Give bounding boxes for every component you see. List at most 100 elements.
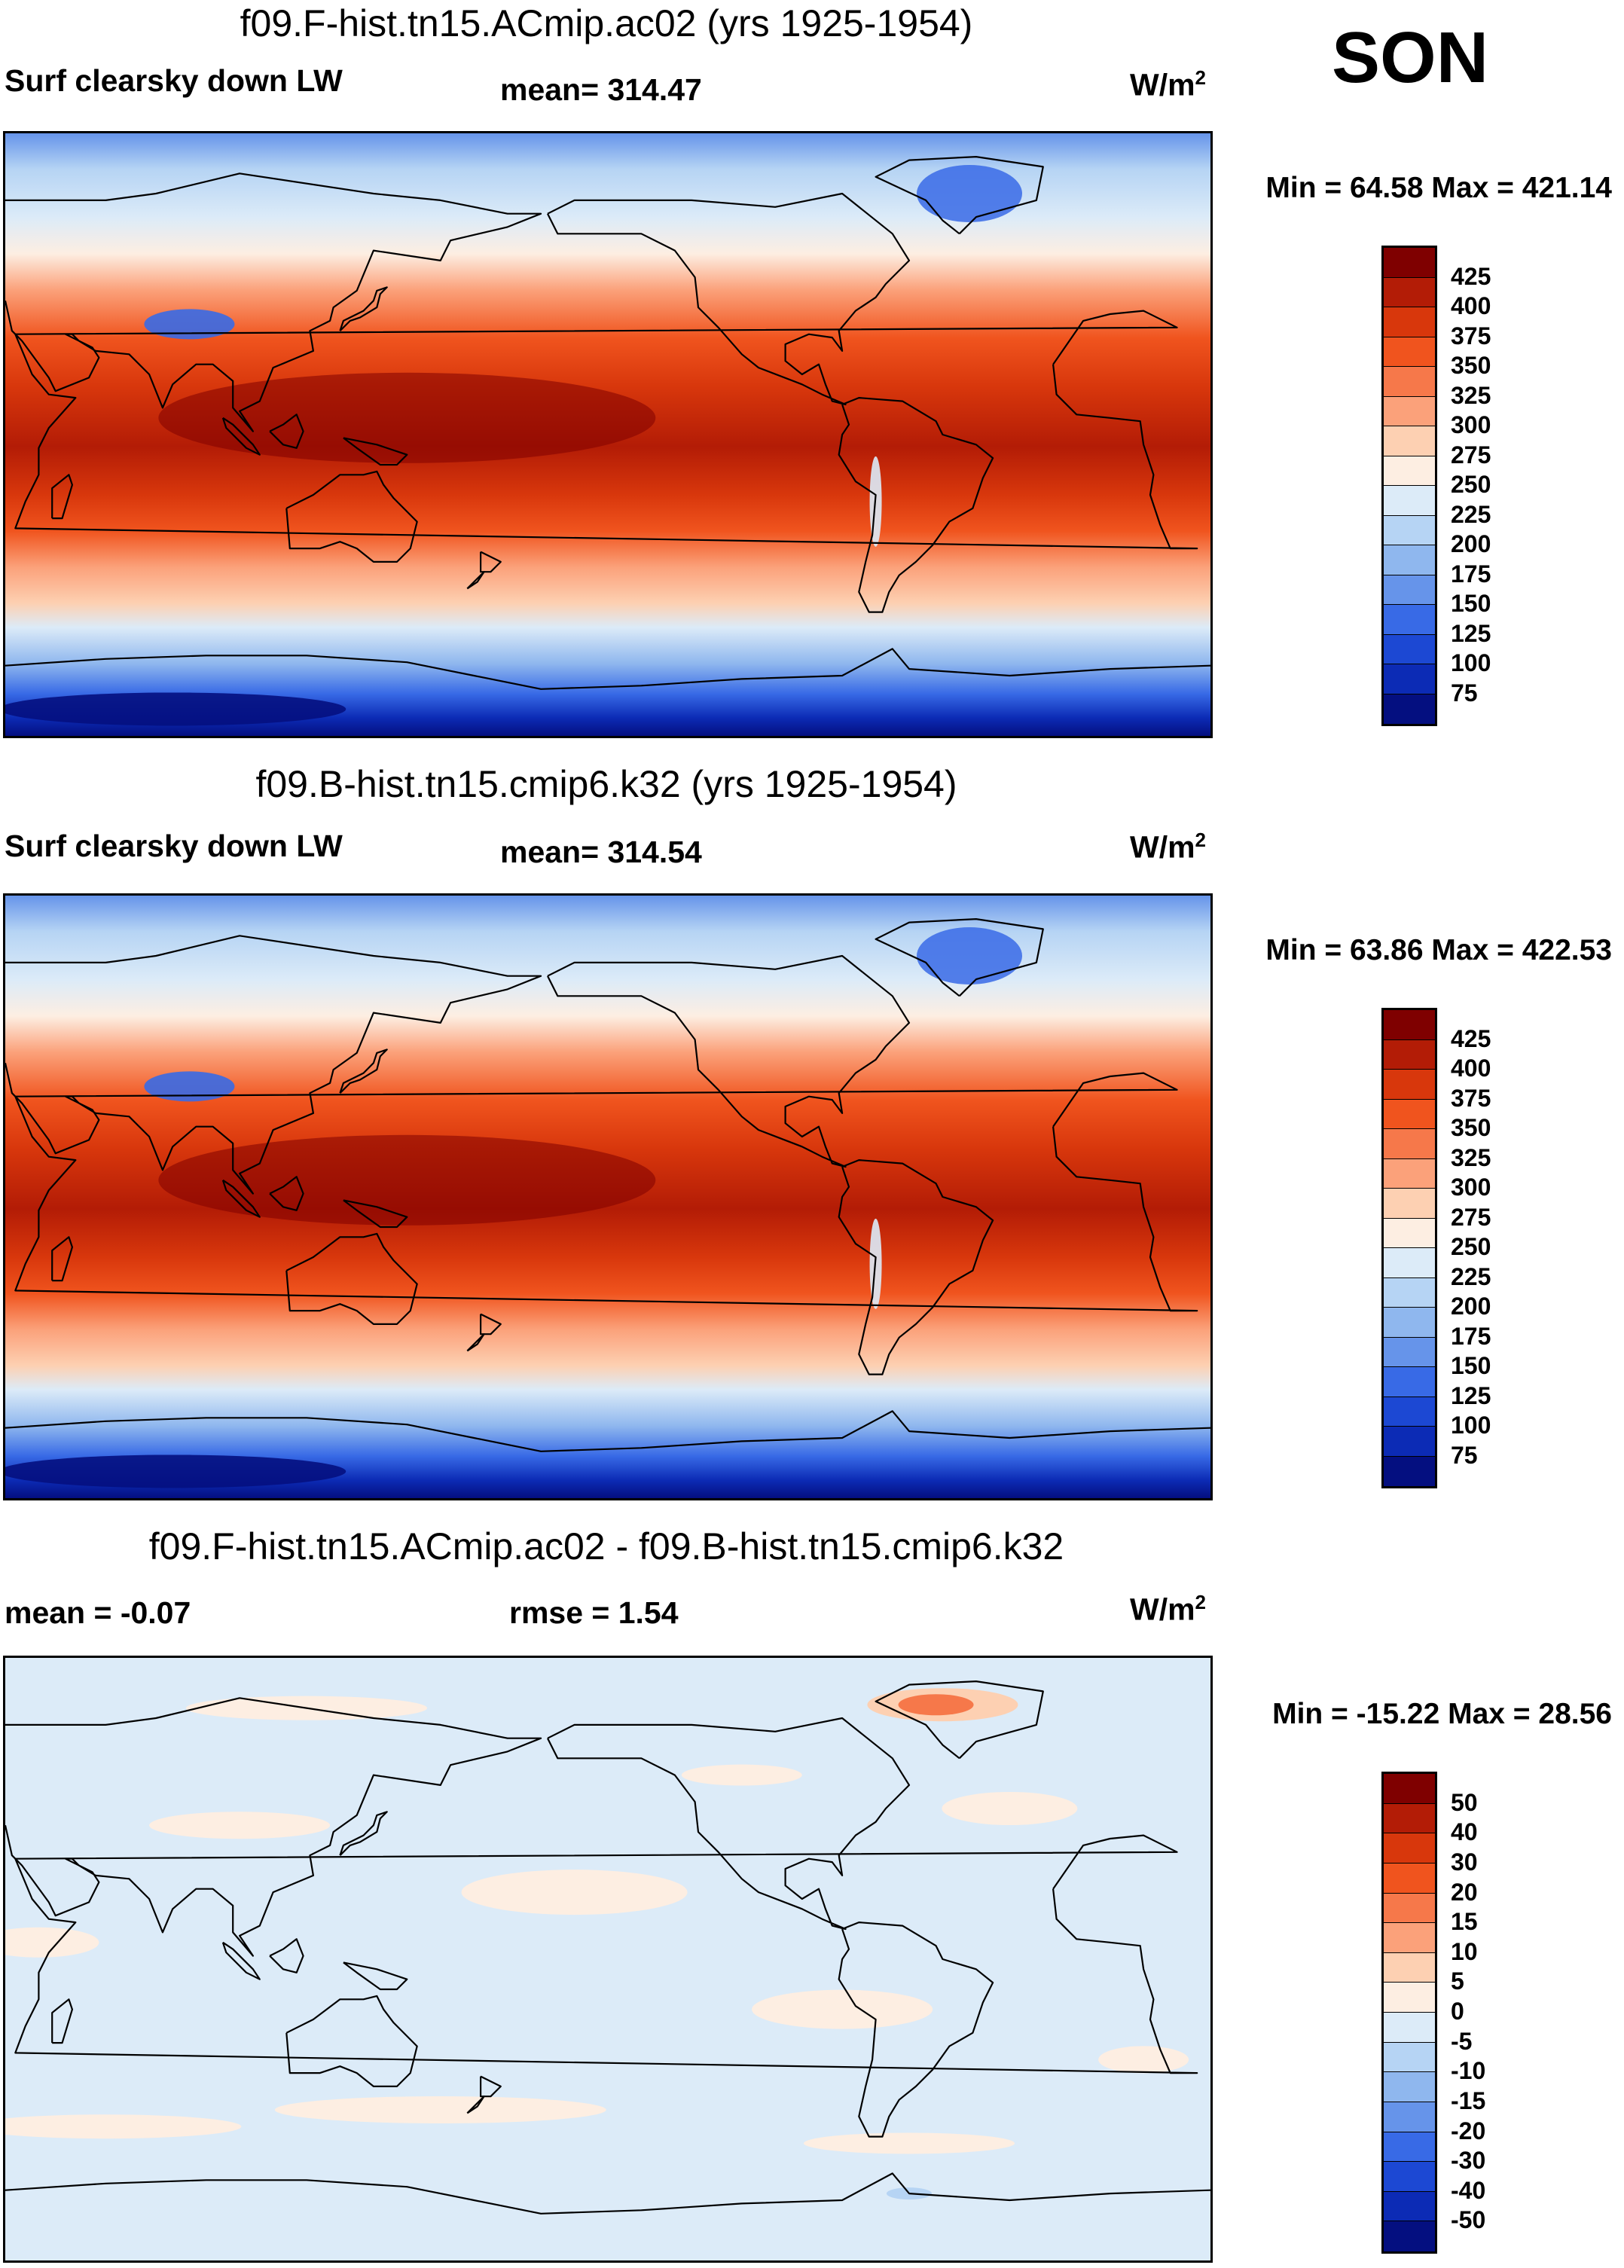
colorbar-box <box>1384 1070 1435 1100</box>
greenland-cold-spot <box>917 927 1022 984</box>
coastline <box>466 571 485 590</box>
panel-title: f09.B-hist.tn15.cmip6.k32 (yrs 1925-1954… <box>255 763 957 805</box>
minmax-label: Min = 63.86 Max = 422.53 <box>1265 934 1612 966</box>
variable-label: Surf clearsky down LW <box>5 829 343 863</box>
coastline <box>5 648 1210 690</box>
mean-label: mean = -0.07 <box>5 1595 191 1630</box>
colorbar-box <box>1384 634 1435 664</box>
coastline <box>5 2172 1210 2215</box>
colorbar-box <box>1384 1308 1435 1338</box>
coastline <box>875 918 1044 997</box>
coastline <box>479 2075 502 2098</box>
warm-pool <box>158 1134 656 1226</box>
colorbar-box <box>1384 2013 1435 2043</box>
coastline <box>343 437 408 466</box>
colorbar-tick-label: 425 <box>1451 262 1491 290</box>
colorbar-tick-label: 50 <box>1451 1788 1478 1816</box>
positive-anomaly <box>942 1792 1078 1825</box>
colorbar-tick-label: 400 <box>1451 292 1491 319</box>
colorbar-box <box>1384 1893 1435 1924</box>
colorbar-tick-label: 75 <box>1451 1441 1478 1469</box>
colorbar-tick-label: 200 <box>1451 530 1491 557</box>
colorbar-tick-label: 300 <box>1451 1174 1491 1201</box>
colorbar <box>1381 1772 1437 2254</box>
coastline <box>339 286 388 331</box>
variable-label: Surf clearsky down LW <box>5 63 343 98</box>
coastline <box>5 935 542 1195</box>
colorbar-tick-label: 150 <box>1451 590 1491 617</box>
map-plot <box>3 131 1213 738</box>
colorbar-box <box>1384 2191 1435 2222</box>
coastline <box>285 470 418 563</box>
colorbar-labels: 50 40 30 20 15 10 5 0 -5 -10 -15 -20 -30 -40 -50 <box>1451 1772 1541 2254</box>
coastline <box>269 1176 304 1211</box>
season-label: SON <box>1332 17 1489 98</box>
coastline <box>547 1717 911 1931</box>
colorbar-box <box>1384 2162 1435 2192</box>
colorbar-box <box>1384 1099 1435 1129</box>
colorbar-box <box>1384 456 1435 486</box>
colorbar-tick-label: 225 <box>1451 1262 1491 1290</box>
coastline <box>5 1410 1210 1452</box>
tibet-cold-spot <box>144 309 235 340</box>
coastline <box>466 1333 485 1352</box>
colorbar-tick-label: 150 <box>1451 1352 1491 1379</box>
coastline <box>285 1995 418 2088</box>
colorbar-tick-label: 225 <box>1451 500 1491 528</box>
colorbar-box <box>1384 1456 1435 1486</box>
colorbar-box <box>1384 1427 1435 1457</box>
colorbar-tick-label: 325 <box>1451 1143 1491 1171</box>
colorbar <box>1381 246 1437 726</box>
colorbar-tick-label: 375 <box>1451 322 1491 350</box>
antarctic-cold-spot <box>5 692 346 726</box>
colorbar-tick-label: 350 <box>1451 1114 1491 1141</box>
colorbar-box <box>1384 515 1435 545</box>
colorbar-box <box>1384 694 1435 724</box>
colorbar-box <box>1384 1337 1435 1367</box>
colorbar-box <box>1384 277 1435 307</box>
colorbar-box <box>1384 1833 1435 1864</box>
colorbar-tick-label: 400 <box>1451 1055 1491 1082</box>
colorbar-tick-label: 200 <box>1451 1293 1491 1320</box>
positive-anomaly <box>5 1927 99 1958</box>
colorbar-box <box>1384 1774 1435 1804</box>
colorbar-tick-label: 20 <box>1451 1878 1478 1906</box>
colorbar-tick-label: 175 <box>1451 560 1491 588</box>
colorbar-tick-label: 125 <box>1451 619 1491 647</box>
colorbar-box <box>1384 1218 1435 1248</box>
coastline <box>269 1938 304 1973</box>
colorbar-tick-label: -30 <box>1451 2147 1486 2175</box>
colorbar <box>1381 1008 1437 1488</box>
colorbar-box <box>1384 1277 1435 1308</box>
colorbar-tick-label: 275 <box>1451 441 1491 469</box>
colorbar-box <box>1384 1983 1435 2013</box>
positive-anomaly <box>681 1764 802 1786</box>
coastline <box>547 192 911 406</box>
colorbar-box <box>1384 1248 1435 1278</box>
colorbar-box <box>1384 2042 1435 2073</box>
warm-pool <box>158 372 656 463</box>
positive-anomaly <box>149 1812 331 1839</box>
colorbar-box <box>1384 2102 1435 2132</box>
map-plot <box>3 1656 1213 2263</box>
coastline <box>838 397 994 613</box>
colorbar-box <box>1384 575 1435 605</box>
map-svg <box>5 133 1210 736</box>
coastline <box>221 1179 261 1218</box>
colorbar-box <box>1384 605 1435 635</box>
coastline <box>221 1941 261 1980</box>
colorbar-labels: 425 400 375 350 325 300 275 250 225 200 175 150 125 1… <box>1451 1008 1541 1488</box>
colorbar-tick-label: -40 <box>1451 2176 1486 2204</box>
greenland-anomaly-core <box>898 1694 974 1716</box>
colorbar-tick-label: 275 <box>1451 1203 1491 1231</box>
coastline <box>285 1232 418 1326</box>
units-label: W/m2 <box>1130 1591 1207 1627</box>
coastline <box>269 414 304 449</box>
colorbar-tick-label: 5 <box>1451 1967 1464 1995</box>
colorbar-tick-label: 40 <box>1451 1818 1478 1846</box>
coastline <box>221 417 261 456</box>
colorbar-box <box>1384 1397 1435 1427</box>
positive-anomaly <box>1098 2046 1189 2074</box>
colorbar-tick-label: 325 <box>1451 381 1491 409</box>
mean-label: mean= 314.47 <box>500 72 702 107</box>
